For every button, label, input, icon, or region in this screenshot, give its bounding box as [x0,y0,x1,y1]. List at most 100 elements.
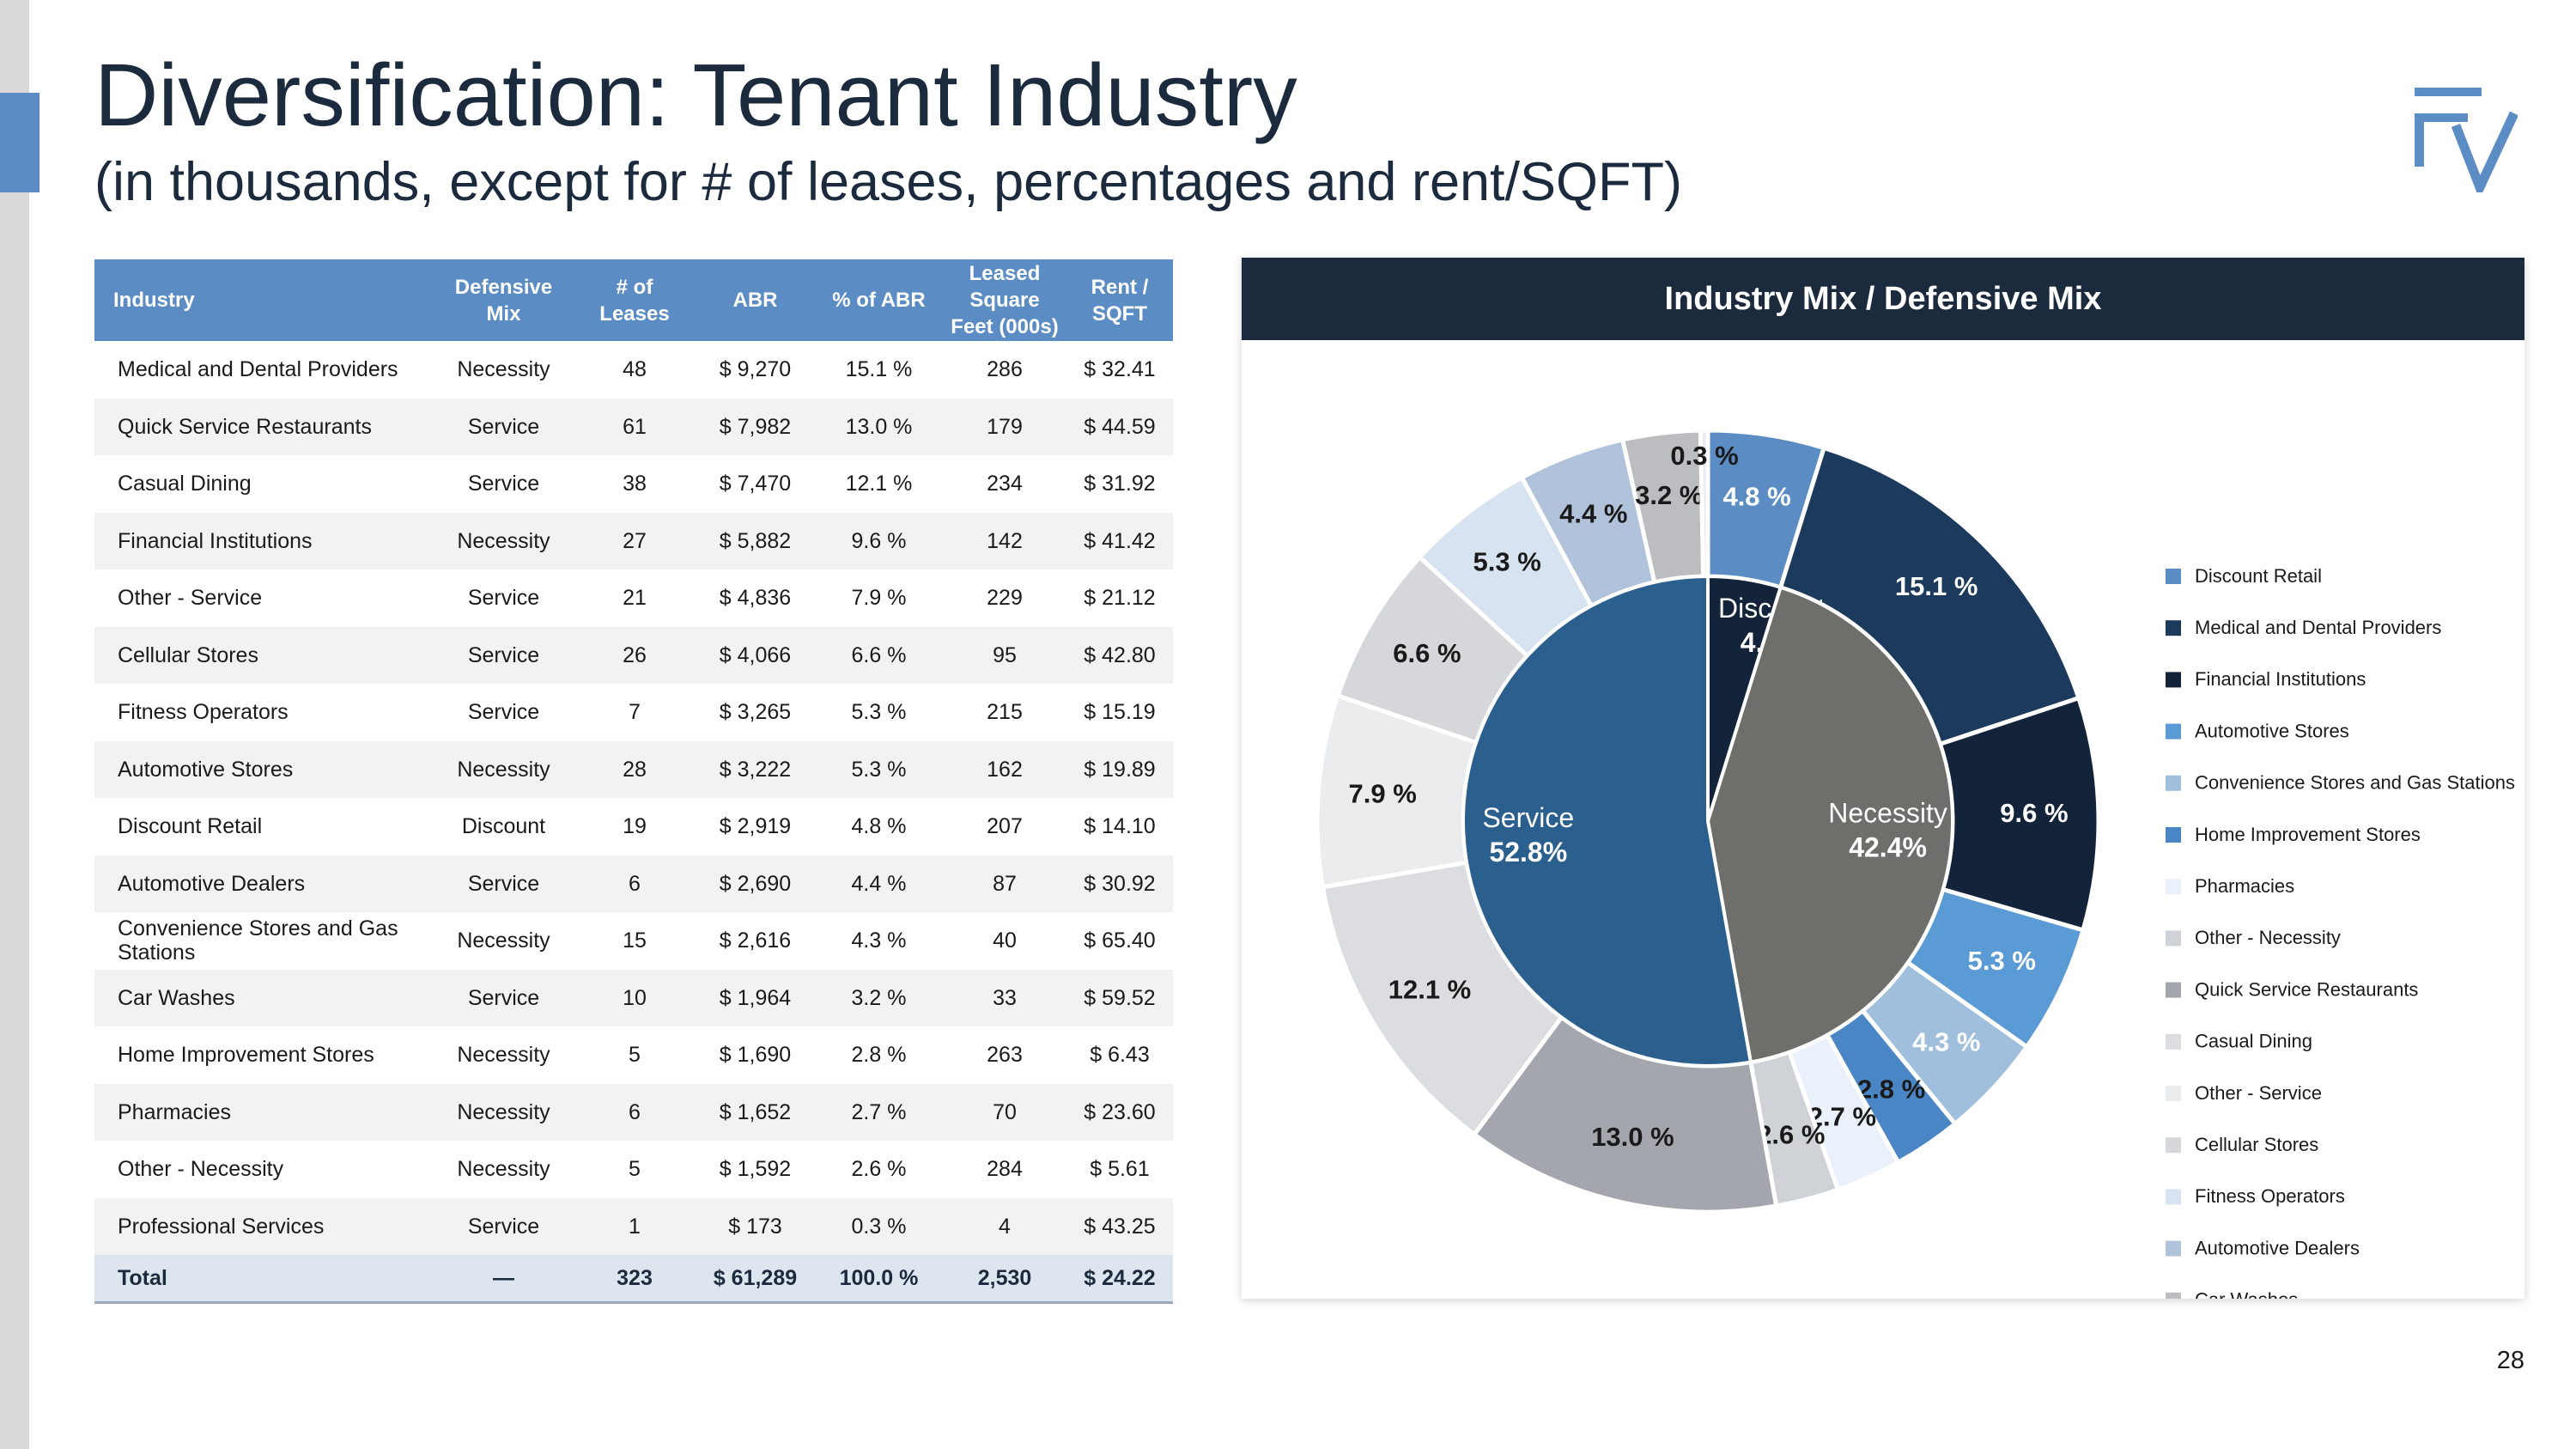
table-row: Casual Dining Service 38 $ 7,470 12.1 % 234 $ … [94,455,1173,513]
legend-swatch [2166,1240,2181,1257]
cell-rent-sqft: $ 43.25 [1066,1197,1173,1255]
table-row: Discount Retail Discount 19 $ 2,919 4.8 % 207… [94,798,1173,855]
cell-defensive-mix: Service [434,855,574,912]
outer-slice-label: 4.3 % [1912,1026,1980,1056]
header-defensive-mix: Defensive Mix [434,259,574,341]
cell-leased-sqft: 33 [943,969,1066,1026]
cell-num-leases: 21 [623,586,647,611]
table-row: Fitness Operators Service 7 $ 3,265 5.3 % 215… [94,684,1173,741]
outer-slice-label: 5.3 % [1968,946,2036,976]
header-num-leases: # of Leases [574,259,696,341]
cell-defensive-mix: Necessity [457,1157,550,1182]
table-row: Other - Necessity Necessity 5 $ 1,592 2.6 % 2… [94,1141,1173,1198]
cell-num-leases: 15 [623,928,647,953]
cell-pct-abr: 2.8 % [851,1043,907,1068]
cell-rent-sqft: $ 65.40 [1084,928,1156,953]
table-row: Automotive Stores Necessity 28 $ 3,222 5.3 %… [94,740,1173,798]
page-number: 28 [2496,1347,2524,1374]
cell-industry: Pharmacies [94,1083,434,1141]
cell-pct-abr: 6.6 % [815,626,943,684]
table-row: Pharmacies Necessity 6 $ 1,652 2.7 % 70 $ 23.6… [94,1083,1173,1141]
legend-swatch [2166,1292,2181,1299]
cell-num-leases: 5 [629,1043,641,1068]
pie-chart: 4.8 % 15.1 % 9.6 % 5.3 % 4.3 % 2.8 %2.7 %2.6 … [1315,428,2515,1299]
inner-slice-value: 52.8% [1489,837,1567,868]
cell-defensive-mix: Necessity [434,1083,574,1141]
cell-abr: $ 2,616 [719,928,792,953]
cell-industry: Financial Institutions [94,512,434,569]
cell-defensive-mix: Service [467,586,540,611]
table-row: Other - Service Service 21 $ 4,836 7.9 % 229 $… [94,569,1173,627]
outer-slice-label: 3.2 % [1635,480,1703,510]
cell-abr: $ 7,470 [719,472,792,496]
cell-rent-sqft: $ 30.92 [1066,855,1173,912]
outer-slice-label: 5.3 % [1473,547,1541,577]
cell-pct-abr: 2.7 % [815,1083,943,1141]
cell-defensive-mix: Service [434,1197,574,1255]
cell-defensive-mix: Service [434,969,574,1026]
cell-defensive-mix: Service [467,472,540,496]
cell-defensive-mix: Necessity [457,357,550,382]
cell-num-leases: 5 [629,1157,641,1182]
table-row: Quick Service Restaurants Service 61 $ 7,98… [94,398,1173,455]
cell-rent-sqft: $ 42.80 [1066,626,1173,684]
cell-pct-abr: 5.3 % [851,700,907,725]
cell-abr: $ 1,592 [719,1157,792,1182]
cell-industry: Fitness Operators [118,700,289,725]
cell-leased-sqft: 40 [993,928,1017,953]
table-total-row: Total — 323 $ 61,289 100.0 % 2,530 $ 24.… [94,1255,1173,1304]
cell-industry: Car Washes [94,969,434,1026]
page-title: Diversification: Tenant Industry [94,46,1297,144]
cell-rent-sqft: $ 31.92 [1084,472,1156,496]
outer-slice-label: 2.8 % [1857,1074,1925,1104]
legend-item-label: Fitness Operators [2195,1185,2345,1207]
cell-num-leases: 27 [574,512,696,569]
outer-slice-label: 15.1 % [1895,571,1978,601]
cell-pct-abr: 13.0 % [815,398,943,455]
table-row: Medical and Dental Providers Necessity 48 $… [94,341,1173,399]
cell-industry: Automotive Stores [94,740,434,798]
table-row: Automotive Dealers Service 6 $ 2,690 4.4 % 87… [94,855,1173,912]
cell-pct-abr: 3.2 % [815,969,943,1026]
cell-pct-abr: 0.3 % [815,1197,943,1255]
legend-item-label: Financial Institutions [2195,668,2366,690]
inner-slice-service [1461,574,1753,1068]
cell-num-leases: 38 [623,472,647,496]
cell-num-leases: 7 [629,700,641,725]
fv-logo-icon [2415,88,2518,192]
total-abr: $ 61,289 [696,1255,815,1304]
cell-leased-sqft: 142 [943,512,1066,569]
cell-industry: Convenience Stores and Gas Stations [118,916,398,965]
header-leased-sqft: Leased Square Feet (000s) [943,259,1066,341]
cell-num-leases: 6 [574,1083,696,1141]
total-leased-sqft: 2,530 [943,1255,1066,1304]
cell-leased-sqft: 263 [987,1043,1023,1068]
cell-num-leases: 6 [574,855,696,912]
cell-leased-sqft: 4 [943,1197,1066,1255]
cell-num-leases: 48 [623,357,647,382]
legend-swatch [2166,672,2181,688]
cell-rent-sqft: $ 6.43 [1090,1043,1150,1068]
cell-rent-sqft: $ 32.41 [1084,357,1156,382]
cell-leased-sqft: 70 [943,1083,1066,1141]
cell-defensive-mix: Necessity [434,512,574,569]
cell-abr: $ 3,265 [719,700,792,725]
cell-rent-sqft: $ 23.60 [1066,1083,1173,1141]
outer-slice-label: 7.9 % [1349,778,1417,808]
cell-abr: $ 3,222 [696,740,815,798]
page-subtitle: (in thousands, except for # of leases, p… [94,152,1682,212]
header-pct-abr: % of ABR [815,259,943,341]
legend-item-label: Car Washes [2195,1289,2298,1299]
outer-slice-label: 0.3 % [1670,441,1738,471]
cell-abr: $ 1,964 [696,969,815,1026]
cell-abr: $ 9,270 [719,357,792,382]
cell-rent-sqft: $ 15.19 [1084,700,1156,725]
cell-rent-sqft: $ 19.89 [1066,740,1173,798]
cell-rent-sqft: $ 44.59 [1066,398,1173,455]
outer-slice-label: 2.6 % [1757,1120,1825,1150]
cell-leased-sqft: 229 [987,586,1023,611]
legend-swatch [2166,930,2181,947]
cell-rent-sqft: $ 59.52 [1066,969,1173,1026]
cell-leased-sqft: 215 [987,700,1023,725]
cell-abr: $ 1,690 [719,1043,792,1068]
